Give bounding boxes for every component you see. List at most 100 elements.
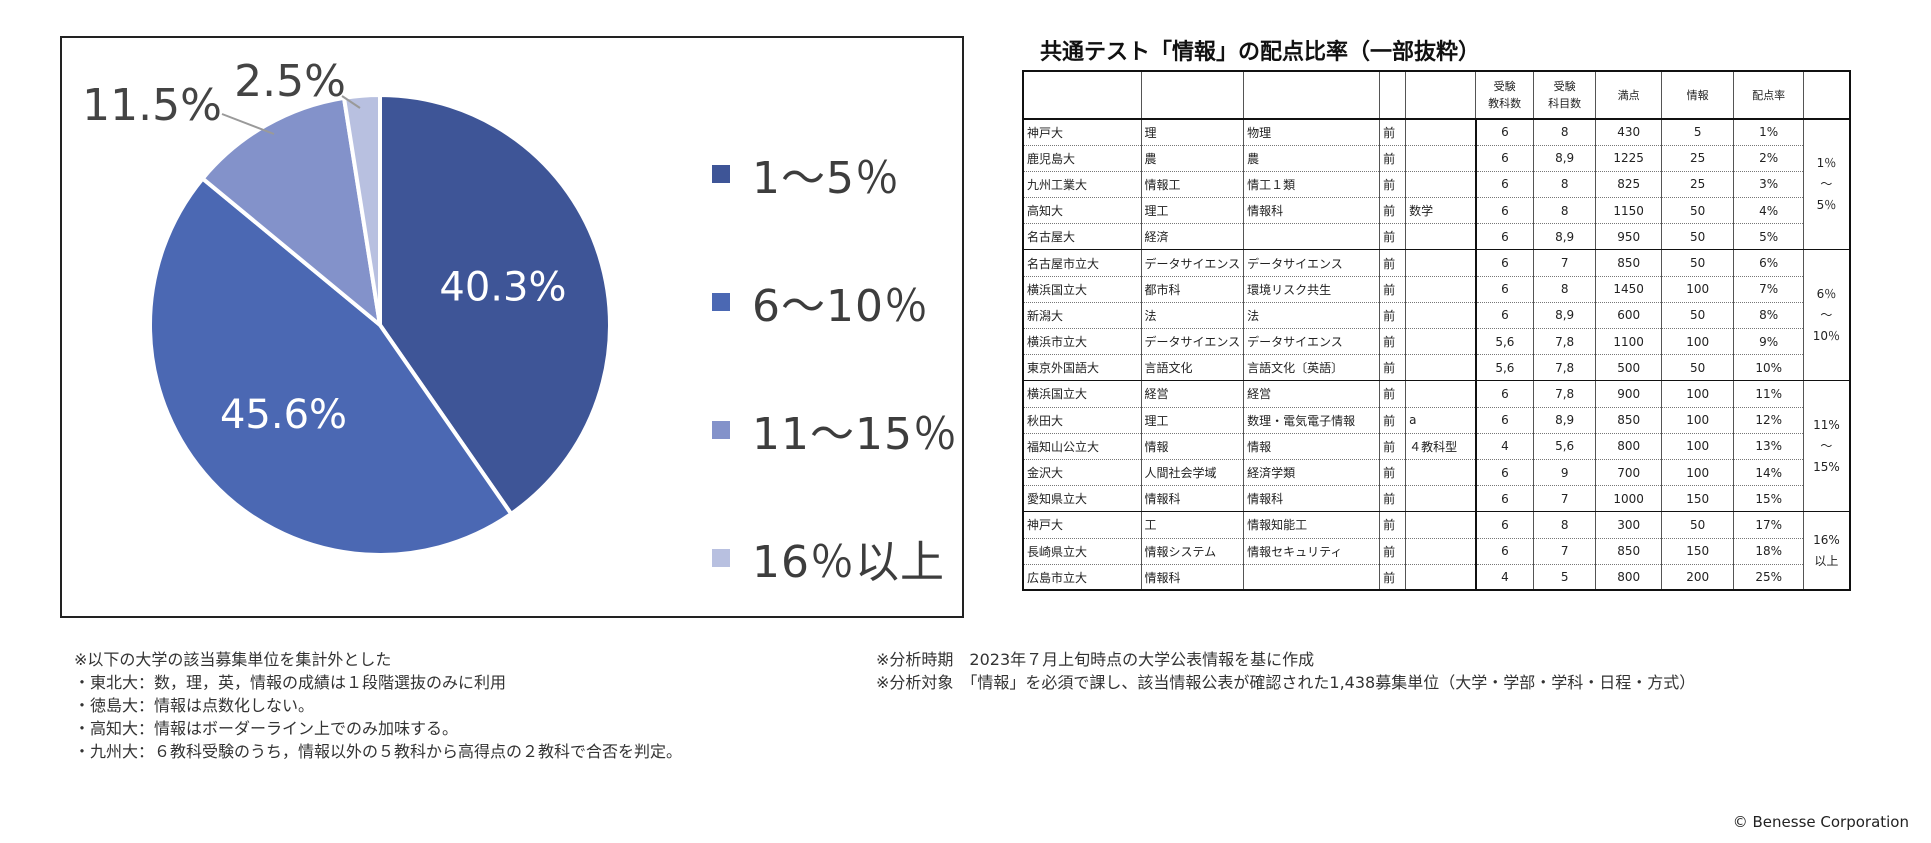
table-header-cell: 受験 教科数 xyxy=(1475,71,1535,120)
table-cell: 理 xyxy=(1140,119,1245,146)
score-ratio-table: 受験 教科数 受験 科目数 満点 情報 配点率 神戸大理物理前 6 8 430 5 1% 1％～ 5％ 鹿児… xyxy=(1022,70,1851,592)
table-cell: 8 xyxy=(1533,511,1597,539)
table-cell: 1000 xyxy=(1595,485,1663,513)
table-row: 広島市立大 情報科 前 4 5 800 200 25% xyxy=(1022,564,1850,591)
table-cell: 5% xyxy=(1733,223,1805,251)
table-cell: 情報 xyxy=(1243,433,1381,460)
legend-item: 6～10％ xyxy=(712,238,958,366)
table-cell xyxy=(1405,302,1477,330)
table-cell: 情報科 xyxy=(1243,485,1381,513)
table-cell: 農 xyxy=(1140,145,1245,172)
table-cell: 理工 xyxy=(1140,407,1245,434)
table-cell xyxy=(1405,119,1477,146)
table-cell: 数理・電気電子情報 xyxy=(1243,407,1381,434)
table-cell xyxy=(1405,276,1477,303)
note-line: ・徳島大：情報は点数化しない。 xyxy=(74,696,315,715)
table-row: 福知山公立大 情報 情報前 ４教科型 4 5,6 800 100 13% xyxy=(1022,433,1850,460)
table-cell: 情報セキュリティ xyxy=(1243,538,1381,565)
table-cell: 8 xyxy=(1533,276,1597,303)
table-header-cell: 情報 xyxy=(1661,71,1735,120)
table-cell: 愛知県立大 xyxy=(1022,485,1142,513)
table-cell: 数学 xyxy=(1405,197,1477,225)
table-cell xyxy=(1405,511,1477,539)
table-cell: 11% xyxy=(1733,380,1805,408)
table-cell: 8,9 xyxy=(1533,407,1597,434)
table-cell: 300 xyxy=(1595,511,1663,539)
note-line: ※分析対象 「情報」を必須で課し、該当情報公表が確認された1,438募集単位（大… xyxy=(876,673,1696,692)
table-cell: 経営 xyxy=(1243,380,1381,408)
pie-slice-label: 45.6% xyxy=(220,392,347,438)
chart-legend: 1～5％ 6～10％ 11～15％ 16％以上 xyxy=(712,110,958,622)
table-cell: 6 xyxy=(1475,197,1535,225)
table-cell: 800 xyxy=(1595,564,1663,591)
table-cell: 6 xyxy=(1475,485,1535,513)
table-cell: 950 xyxy=(1595,223,1663,251)
table-cell: 情報科 xyxy=(1243,197,1381,225)
table-cell: 長崎県立大 xyxy=(1022,538,1142,565)
table-cell: 情報 xyxy=(1140,433,1245,460)
table-row: 神戸大工情報知能工前 6 8 300 50 17% 16% 以上 xyxy=(1022,511,1851,591)
range-group-label: 16% 以上 xyxy=(1803,511,1851,591)
table-cell: 経営 xyxy=(1140,380,1245,408)
pie-leader-line xyxy=(341,95,361,109)
pie-slice-label: 40.3% xyxy=(439,265,566,311)
table-cell: 7% xyxy=(1733,276,1805,303)
table-cell xyxy=(1405,459,1477,487)
table-cell: 言語文化 xyxy=(1140,354,1245,382)
table-cell: 3% xyxy=(1733,171,1805,199)
table-cell: 8,9 xyxy=(1533,223,1597,251)
table-cell: 8 xyxy=(1533,119,1597,146)
table-cell: 前 xyxy=(1379,223,1407,251)
table-cell xyxy=(1243,223,1381,251)
table-cell: 横浜市立大 xyxy=(1022,328,1142,356)
table-cell: 法 xyxy=(1140,302,1245,330)
pie-slice-label: 2.5% xyxy=(234,56,346,107)
table-cell: 物理 xyxy=(1243,119,1381,146)
table-cell: 825 xyxy=(1595,171,1663,199)
table-cell: 4 xyxy=(1475,433,1535,460)
note-line: ※分析時期 2023年７月上旬時点の大学公表情報を基に作成 xyxy=(876,650,1315,669)
table-cell: 横浜国立大 xyxy=(1022,276,1142,303)
table-cell: 430 xyxy=(1595,119,1663,146)
legend-swatch xyxy=(712,165,730,183)
table-cell: 17% xyxy=(1733,511,1805,539)
table-cell: 1225 xyxy=(1595,145,1663,172)
table-cell: 50 xyxy=(1661,197,1735,225)
table-cell: 800 xyxy=(1595,433,1663,460)
table-cell: 金沢大 xyxy=(1022,459,1142,487)
table-cell: データサイエンス xyxy=(1140,249,1245,277)
table-cell: 8,9 xyxy=(1533,145,1597,172)
table-cell xyxy=(1405,354,1477,382)
table-cell: 15% xyxy=(1733,485,1805,513)
table-cell: 7,8 xyxy=(1533,380,1597,408)
table-cell: 600 xyxy=(1595,302,1663,330)
table-cell: 広島市立大 xyxy=(1022,564,1142,591)
table-header-cell: 受験 科目数 xyxy=(1533,71,1597,120)
note-line: ※以下の大学の該当募集単位を集計外とした xyxy=(74,650,392,669)
copyright: © Benesse Corporation xyxy=(1732,813,1909,831)
table-cell: 鹿児島大 xyxy=(1022,145,1142,172)
table-cell: 神戸大 xyxy=(1022,119,1142,146)
table-cell xyxy=(1405,380,1477,408)
table-cell: 神戸大 xyxy=(1022,511,1142,539)
note-line: ・高知大：情報はボーダーライン上でのみ加味する。 xyxy=(74,719,459,738)
table-row: 横浜国立大 都市科 環境リスク共生前 6 8 1450 100 7% xyxy=(1022,276,1850,303)
table-cell: 高知大 xyxy=(1022,197,1142,225)
table-row: 金沢大 人間社会学域 経済学類前 6 9 700 100 14% xyxy=(1022,459,1850,487)
table-row: 愛知県立大 情報科 情報科前 6 7 1000 150 15% xyxy=(1022,485,1850,513)
table-cell: a xyxy=(1405,407,1477,434)
table-cell xyxy=(1405,564,1477,591)
legend-label: 11～15％ xyxy=(752,409,958,460)
table-header-cell xyxy=(1140,71,1245,120)
table-row: 横浜国立大 経営 経営前 6 7,8 900 100 11% 11% ～ 15% xyxy=(1022,380,1851,513)
table-cell: 6 xyxy=(1475,223,1535,251)
table-cell: 6 xyxy=(1475,459,1535,487)
table-cell: 人間社会学域 xyxy=(1140,459,1245,487)
pie-chart-panel: 40.3% 45.6% 11.5% 2.5% 1～5％ 6～10％ 11～15％ 16… xyxy=(60,36,964,618)
table-cell: 前 xyxy=(1379,511,1407,539)
table-cell: 1100 xyxy=(1595,328,1663,356)
table-cell: 200 xyxy=(1661,564,1735,591)
table-cell xyxy=(1405,223,1477,251)
table-cell: 6% xyxy=(1733,249,1805,277)
table-cell: データサイエンス xyxy=(1243,249,1381,277)
